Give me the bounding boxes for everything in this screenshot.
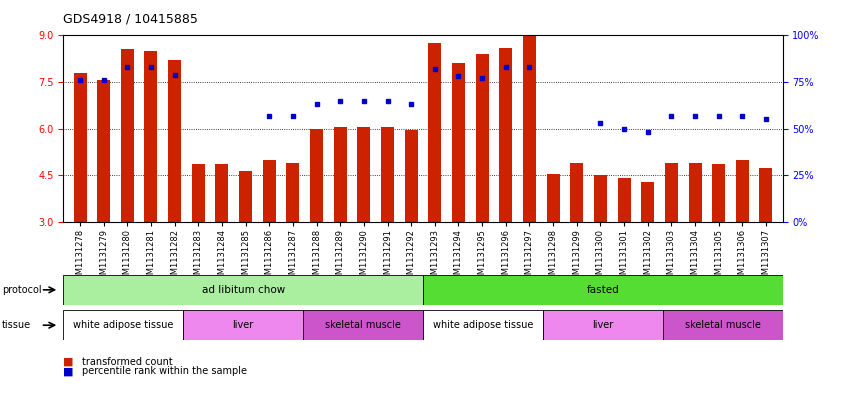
Bar [145,51,157,222]
Text: ■: ■ [63,366,74,376]
Bar [216,165,228,222]
Bar [689,163,701,222]
Text: ad libitum chow: ad libitum chow [201,285,285,295]
Bar [333,127,347,222]
Text: skeletal muscle: skeletal muscle [325,320,401,330]
Text: skeletal muscle: skeletal muscle [684,320,761,330]
Bar [184,310,303,340]
Bar [665,163,678,222]
Bar [760,167,772,222]
Bar [63,275,423,305]
Bar [121,50,134,222]
Bar [192,165,205,222]
Text: liver: liver [233,320,254,330]
Bar [594,175,607,222]
Bar [239,171,252,222]
Bar [168,60,181,222]
Text: percentile rank within the sample: percentile rank within the sample [82,366,247,376]
Bar [63,310,184,340]
Bar [547,174,559,222]
Bar [287,163,299,222]
Text: tissue: tissue [2,320,30,330]
Bar [499,48,513,222]
Text: white adipose tissue: white adipose tissue [433,320,533,330]
Bar [423,310,543,340]
Text: fasted: fasted [586,285,619,295]
Bar [97,81,110,222]
Bar [712,165,725,222]
Bar [543,310,662,340]
Text: ■: ■ [63,356,74,367]
Bar [641,182,654,222]
Text: protocol: protocol [2,285,41,295]
Text: liver: liver [592,320,613,330]
Bar [357,127,371,222]
Bar [428,43,442,222]
Bar [570,163,583,222]
Bar [303,310,423,340]
Bar [452,63,465,222]
Text: white adipose tissue: white adipose tissue [74,320,173,330]
Bar [404,130,418,222]
Bar [310,129,323,222]
Bar [263,160,276,222]
Bar [381,127,394,222]
Text: GDS4918 / 10415885: GDS4918 / 10415885 [63,13,198,26]
Bar [662,310,783,340]
Bar [475,54,489,222]
Bar [736,160,749,222]
Bar [618,178,630,222]
Bar [523,35,536,222]
Bar [423,275,783,305]
Text: transformed count: transformed count [82,356,173,367]
Bar [74,73,86,222]
